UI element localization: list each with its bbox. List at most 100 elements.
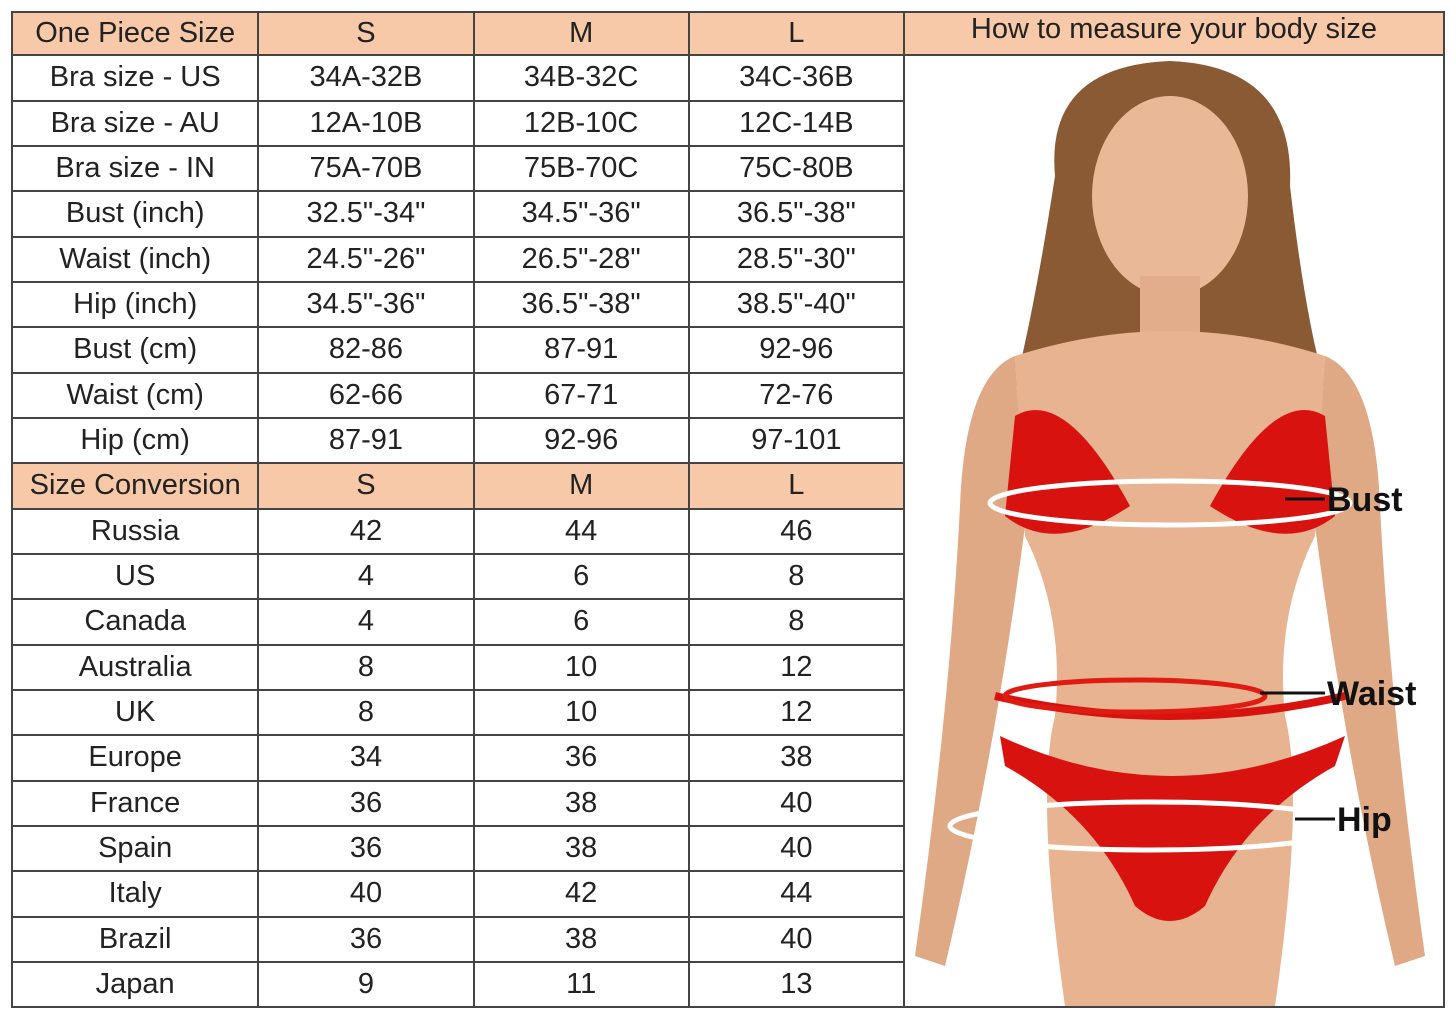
measure-image-cell: Bust Waist Hip bbox=[902, 54, 1446, 1009]
value-cell: 46 bbox=[687, 507, 905, 555]
country-cell: Brazil bbox=[10, 915, 260, 963]
country-cell: Russia bbox=[10, 507, 260, 555]
bust-measure-loop bbox=[987, 478, 1353, 528]
table-row: Waist (inch) 24.5"-26" 26.5"-28" 28.5"-30" bbox=[10, 235, 1444, 283]
country-cell: Japan bbox=[10, 960, 260, 1009]
value-cell: 6 bbox=[472, 552, 690, 601]
table-row: Hip (cm) 87-91 92-96 97-101 bbox=[10, 416, 1444, 465]
table-row: Canada 4 6 8 bbox=[10, 598, 1444, 646]
value-cell: 12 bbox=[687, 643, 905, 691]
value-cell: 12 bbox=[687, 688, 905, 737]
value-cell: 36.5"-38" bbox=[472, 280, 690, 329]
table-row: Brazil 36 38 40 bbox=[10, 915, 1444, 963]
value-cell: 12B-10C bbox=[472, 99, 690, 147]
country-cell: Italy bbox=[10, 870, 260, 918]
value-cell: 72-76 bbox=[687, 371, 905, 419]
size-header-cell: M bbox=[472, 462, 690, 510]
value-cell: 4 bbox=[257, 598, 475, 646]
value-cell: 75B-70C bbox=[472, 144, 690, 193]
value-cell: 34C-36B bbox=[687, 54, 905, 102]
value-cell: 92-96 bbox=[687, 326, 905, 374]
value-cell: 8 bbox=[687, 552, 905, 601]
value-cell: 12A-10B bbox=[257, 99, 475, 147]
value-cell: 36 bbox=[257, 824, 475, 873]
table-row: Bra size - AU 12A-10B 12B-10C 12C-14B bbox=[10, 99, 1444, 147]
size-header-cell: L bbox=[687, 462, 905, 510]
value-cell: 32.5"-34" bbox=[257, 190, 475, 238]
country-cell: Europe bbox=[10, 734, 260, 782]
value-cell: 67-71 bbox=[472, 371, 690, 419]
value-cell: 34B-32C bbox=[472, 54, 690, 102]
body-measure-figure: Bust Waist Hip bbox=[914, 61, 1425, 1007]
row-label-cell: Bust (cm) bbox=[10, 326, 260, 374]
table-row: Bra size - IN 75A-70B 75B-70C 75C-80B bbox=[10, 144, 1444, 193]
value-cell: 40 bbox=[687, 779, 905, 827]
table-row: Waist (cm) 62-66 67-71 72-76 bbox=[10, 371, 1444, 419]
row-label-cell: Bust (inch) bbox=[10, 190, 260, 238]
value-cell: 42 bbox=[257, 507, 475, 555]
value-cell: 9 bbox=[257, 960, 475, 1009]
value-cell: 38 bbox=[687, 734, 905, 782]
value-cell: 87-91 bbox=[257, 416, 475, 465]
table-row: Europe 34 36 38 bbox=[10, 734, 1444, 782]
value-cell: 11 bbox=[472, 960, 690, 1009]
hip-label: Hip bbox=[1337, 801, 1392, 839]
value-cell: 87-91 bbox=[472, 326, 690, 374]
size-chart-table: One Piece Size S M L How to measure your bod… bbox=[10, 10, 1446, 1009]
value-cell: 8 bbox=[257, 643, 475, 691]
waist-measure-loop bbox=[1002, 677, 1268, 715]
value-cell: 36 bbox=[472, 734, 690, 782]
value-cell: 40 bbox=[687, 915, 905, 963]
conversion-header-row: Size Conversion S M L bbox=[10, 462, 1444, 510]
value-cell: 4 bbox=[257, 552, 475, 601]
table-row: US 4 6 8 bbox=[10, 552, 1444, 601]
value-cell: 36 bbox=[257, 779, 475, 827]
value-cell: 8 bbox=[257, 688, 475, 737]
value-cell: 34.5"-36" bbox=[472, 190, 690, 238]
waist-label: Waist bbox=[1327, 675, 1416, 713]
country-cell: US bbox=[10, 552, 260, 601]
value-cell: 34.5"-36" bbox=[257, 280, 475, 329]
value-cell: 24.5"-26" bbox=[257, 235, 475, 283]
size-header-cell: S bbox=[257, 10, 475, 57]
country-cell: France bbox=[10, 779, 260, 827]
row-label-cell: Waist (cm) bbox=[10, 371, 260, 419]
value-cell: 40 bbox=[257, 870, 475, 918]
hip-measure-loop bbox=[947, 799, 1353, 853]
value-cell: 28.5"-30" bbox=[687, 235, 905, 283]
country-cell: UK bbox=[10, 688, 260, 737]
value-cell: 38 bbox=[472, 779, 690, 827]
table-row: Bust (cm) 82-86 87-91 92-96 bbox=[10, 326, 1444, 374]
header-title-cell: One Piece Size bbox=[10, 10, 260, 57]
conversion-title-cell: Size Conversion bbox=[10, 462, 260, 510]
value-cell: 38.5"-40" bbox=[687, 280, 905, 329]
value-cell: 36.5"-38" bbox=[687, 190, 905, 238]
country-cell: Canada bbox=[10, 598, 260, 646]
table-row: Bust (inch) 32.5"-34" 34.5"-36" 36.5"-38" bbox=[10, 190, 1444, 238]
size-header-cell: L bbox=[687, 10, 905, 57]
value-cell: 6 bbox=[472, 598, 690, 646]
value-cell: 38 bbox=[472, 915, 690, 963]
value-cell: 38 bbox=[472, 824, 690, 873]
table-row: Hip (inch) 34.5"-36" 36.5"-38" 38.5"-40" bbox=[10, 280, 1444, 329]
country-cell: Australia bbox=[10, 643, 260, 691]
table-row: Russia 42 44 46 bbox=[10, 507, 1444, 555]
value-cell: 36 bbox=[257, 915, 475, 963]
value-cell: 10 bbox=[472, 643, 690, 691]
value-cell: 44 bbox=[687, 870, 905, 918]
row-label-cell: Hip (inch) bbox=[10, 280, 260, 329]
value-cell: 26.5"-28" bbox=[472, 235, 690, 283]
value-cell: 40 bbox=[687, 824, 905, 873]
size-header-cell: M bbox=[472, 10, 690, 57]
value-cell: 8 bbox=[687, 598, 905, 646]
bust-label: Bust bbox=[1327, 481, 1403, 519]
row-label-cell: Bra size - AU bbox=[10, 99, 260, 147]
value-cell: 97-101 bbox=[687, 416, 905, 465]
value-cell: 75A-70B bbox=[257, 144, 475, 193]
table-row: UK 8 10 12 bbox=[10, 688, 1444, 737]
country-cell: Spain bbox=[10, 824, 260, 873]
value-cell: 75C-80B bbox=[687, 144, 905, 193]
value-cell: 42 bbox=[472, 870, 690, 918]
value-cell: 62-66 bbox=[257, 371, 475, 419]
table-row: Australia 8 10 12 bbox=[10, 643, 1444, 691]
